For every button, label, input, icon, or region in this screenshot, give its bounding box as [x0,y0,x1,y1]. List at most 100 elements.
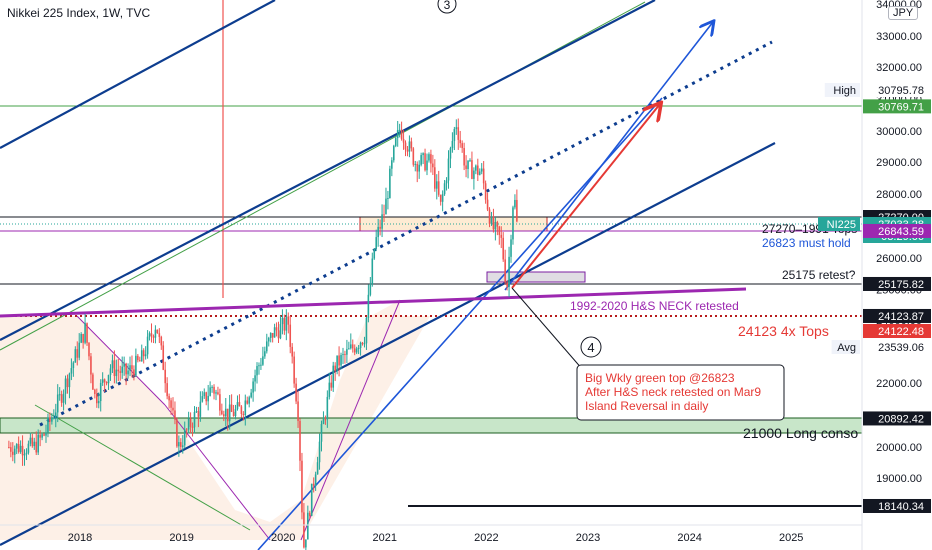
time-tick-label: 2020 [271,532,295,544]
candle-body [299,420,301,461]
candle-body [432,163,434,168]
candle-body [457,127,460,140]
candle-body [240,406,243,414]
price-badge-value: 24122.48 [878,326,924,338]
candle-body [29,437,32,444]
green-diag-low [34,404,251,531]
candle-body [477,165,479,175]
time-tick-label: 2018 [68,532,92,544]
candle-body [242,413,245,415]
candle-body [115,369,118,377]
candle-body [185,429,188,431]
candle-body [344,354,346,356]
candle-body [25,452,28,455]
candle-body [45,432,47,436]
candle-body [283,317,286,331]
candles [8,118,518,550]
candle-body [420,155,422,165]
candle-body [60,394,63,403]
candle-body [265,341,268,352]
trend-upper-1 [0,0,276,149]
price-badge-title-bg [818,216,860,231]
candle-body [144,354,147,357]
candle-body [226,408,229,422]
candle-body [439,194,442,202]
candle-body [267,337,270,342]
wedge-line-2 [164,404,271,541]
candle-body [512,207,514,240]
label-tops: 24123 4x Tops [738,323,829,339]
candle-body [281,317,284,325]
candle-body [488,209,491,224]
price-badge-value: 26843.59 [878,226,924,238]
candle-body [287,316,290,325]
price-axis-labels: 30795.78High30769.7127270.0027033.2803:2… [818,83,931,513]
candle-body [377,226,379,238]
candle-body [140,350,143,362]
candle-body [74,349,77,363]
candle-body [244,400,247,415]
callout-pointer [511,287,584,371]
candle-body [191,426,194,428]
candle-body [21,445,24,456]
candle-body [117,369,120,372]
candle-body [400,129,403,139]
candle-body [307,512,309,540]
candle-body [375,237,378,249]
candle-body [361,342,364,344]
time-tick-label: 2024 [677,532,701,544]
candle-body [127,370,129,375]
candle-body [248,397,251,404]
candle-body [478,171,481,175]
time-tick-label: 2022 [474,532,498,544]
time-tick-label: 2019 [169,532,193,544]
price-tick-label: 26000.00 [876,253,922,265]
candle-body [172,407,174,411]
candle-body [68,373,71,388]
price-badge [863,99,931,114]
candle-body [381,214,383,229]
candle-body [379,226,381,229]
candle-body [230,404,233,412]
candle-body [367,294,370,318]
price-axis[interactable]: 19000.0020000.0021000.0022000.0024000.00… [861,0,932,550]
callout-line-1: Big Wkly green top @26823 [585,371,735,385]
candle-body [467,160,469,169]
candle-body [340,355,342,366]
candle-body [54,412,57,418]
candle-body [256,366,258,376]
candle-body [486,199,489,210]
candle-body [103,379,106,383]
time-axis[interactable]: 2018 2019 2020 2021 2022 2023 2024 2025 [68,532,804,544]
candle-body [11,451,14,455]
candle-body [189,418,192,427]
candle-body [351,344,354,349]
candle-body [310,483,313,516]
currency-button[interactable]: JPY [888,6,919,20]
candle-body [105,382,108,384]
hs-neckline [0,287,747,318]
candle-body [269,332,272,338]
candle-body [385,198,387,215]
candle-body [158,333,161,337]
candle-body [76,349,79,358]
candle-body [156,329,159,334]
candle-body [424,153,426,171]
candle-body [346,349,348,355]
price-badge [863,276,931,291]
candle-body [447,158,450,181]
candle-body [408,141,411,152]
candle-body [90,356,92,375]
candle-body [328,382,331,397]
price-axis-bg [862,0,932,550]
candle-body [308,512,311,516]
candle-body [475,165,477,171]
candle-body [305,539,307,548]
candle-body [406,149,409,152]
candle-body [396,130,399,139]
candle-body [193,411,196,428]
candle-body [37,434,39,453]
candle-body [82,334,84,343]
candle-body [49,417,51,422]
